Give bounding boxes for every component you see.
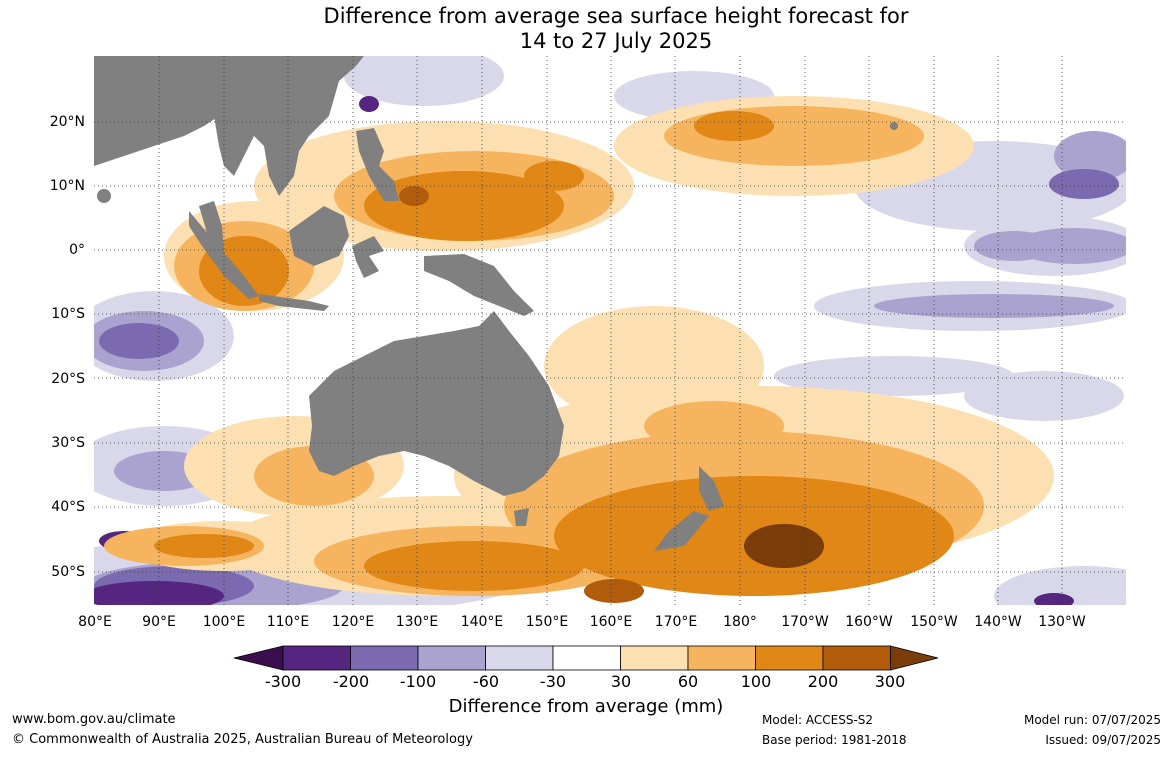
colorbar-bin	[417, 645, 486, 671]
colorbar-label: 200	[807, 672, 839, 691]
lon-label-100e: 100°E	[202, 614, 246, 630]
lat-label-20n: 20°N	[49, 114, 85, 130]
lon-label-80e: 80°E	[78, 614, 112, 630]
colorbar-label: 60	[677, 672, 699, 691]
lat-label-10n: 10°N	[49, 178, 85, 194]
colorbar-bin	[350, 645, 419, 671]
colorbar-title: Difference from average (mm)	[448, 696, 724, 717]
lat-label-40s: 40°S	[51, 499, 85, 515]
colorbar-bin	[822, 645, 891, 671]
lon-label-110e: 110°E	[266, 614, 310, 630]
colorbar-label: -100	[399, 672, 437, 691]
colorbar-label: 30	[610, 672, 632, 691]
colorbar-bin	[282, 645, 351, 671]
graticule	[94, 56, 1126, 605]
lon-label-150e: 150°E	[525, 614, 569, 630]
lat-label-50s: 50°S	[51, 564, 85, 580]
colorbar-bin	[620, 645, 689, 671]
lon-label-160w: 160°W	[845, 614, 893, 630]
map-title-line1: Difference from average sea surface heig…	[323, 4, 909, 28]
lon-label-130w: 130°W	[1038, 614, 1086, 630]
lat-label-0: 0°	[69, 242, 85, 258]
colorbar-label: -300	[264, 672, 302, 691]
model-name: Model: ACCESS-S2	[762, 713, 874, 727]
colorbar-max-arrow	[890, 645, 939, 671]
lon-label-90e: 90°E	[142, 614, 176, 630]
lon-label-180: 180°	[723, 614, 757, 630]
lon-label-130e: 130°E	[395, 614, 439, 630]
issued-date: Issued: 09/07/2025	[1045, 733, 1161, 747]
colorbar-label: -60	[472, 672, 500, 691]
colorbar-label: -30	[539, 672, 567, 691]
colorbar-label: -200	[332, 672, 370, 691]
colorbar-bin	[485, 645, 554, 671]
lon-label-170w: 170°W	[781, 614, 829, 630]
colorbar-min-arrow	[233, 645, 284, 671]
lon-label-150w: 150°W	[910, 614, 958, 630]
lat-label-20s: 20°S	[51, 371, 85, 387]
lon-label-160e: 160°E	[589, 614, 633, 630]
colorbar-bin	[755, 645, 824, 671]
lon-label-120e: 120°E	[331, 614, 375, 630]
colorbar	[233, 645, 939, 671]
lat-label-10s: 10°S	[51, 306, 85, 322]
base-period: Base period: 1981-2018	[762, 733, 907, 747]
colorbar-label: 100	[740, 672, 772, 691]
copyright-text: © Commonwealth of Australia 2025, Austra…	[12, 732, 473, 747]
colorbar-bin	[552, 645, 621, 671]
map-title: Difference from average sea surface heig…	[0, 4, 1173, 54]
colorbar-label: 300	[874, 672, 906, 691]
model-run-date: Model run: 07/07/2025	[1023, 713, 1161, 727]
land-masses	[94, 56, 898, 551]
website-link[interactable]: www.bom.gov.au/climate	[12, 712, 176, 727]
sea-surface-height-map	[94, 56, 1126, 605]
lon-label-140e: 140°E	[460, 614, 504, 630]
lon-label-140w: 140°W	[974, 614, 1022, 630]
map-title-line2: 14 to 27 July 2025	[519, 29, 713, 53]
lat-label-30s: 30°S	[51, 435, 85, 451]
lon-label-170e: 170°E	[654, 614, 698, 630]
colorbar-bin	[687, 645, 756, 671]
